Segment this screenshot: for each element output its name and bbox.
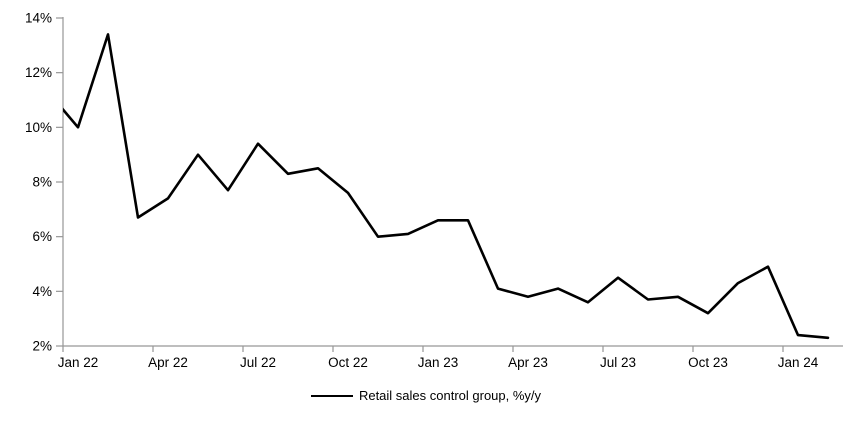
- x-tick-label: Apr 22: [148, 355, 188, 370]
- y-tick-label: 4%: [32, 284, 52, 299]
- legend: Retail sales control group, %y/y: [0, 388, 852, 403]
- x-tick-label: Oct 23: [688, 355, 728, 370]
- legend-series-label: Retail sales control group, %y/y: [358, 388, 542, 403]
- x-tick-label: Jan 24: [778, 355, 819, 370]
- x-tick-label: Jan 22: [58, 355, 99, 370]
- y-tick-label: 8%: [32, 175, 52, 190]
- y-tick-label: 14%: [25, 11, 52, 26]
- series-line: [63, 33, 830, 340]
- x-tick-label: Jan 23: [418, 355, 459, 370]
- y-tick-label: 2%: [32, 339, 52, 354]
- y-tick-label: 10%: [25, 120, 52, 135]
- legend-line-swatch: [310, 394, 353, 397]
- y-tick-label: 6%: [32, 229, 52, 244]
- x-tick-label: Oct 22: [328, 355, 368, 370]
- x-tick-label: Jul 23: [600, 355, 636, 370]
- x-tick-label: Jul 22: [240, 355, 276, 370]
- y-tick-label: 12%: [25, 65, 52, 80]
- x-tick-label: Apr 23: [508, 355, 548, 370]
